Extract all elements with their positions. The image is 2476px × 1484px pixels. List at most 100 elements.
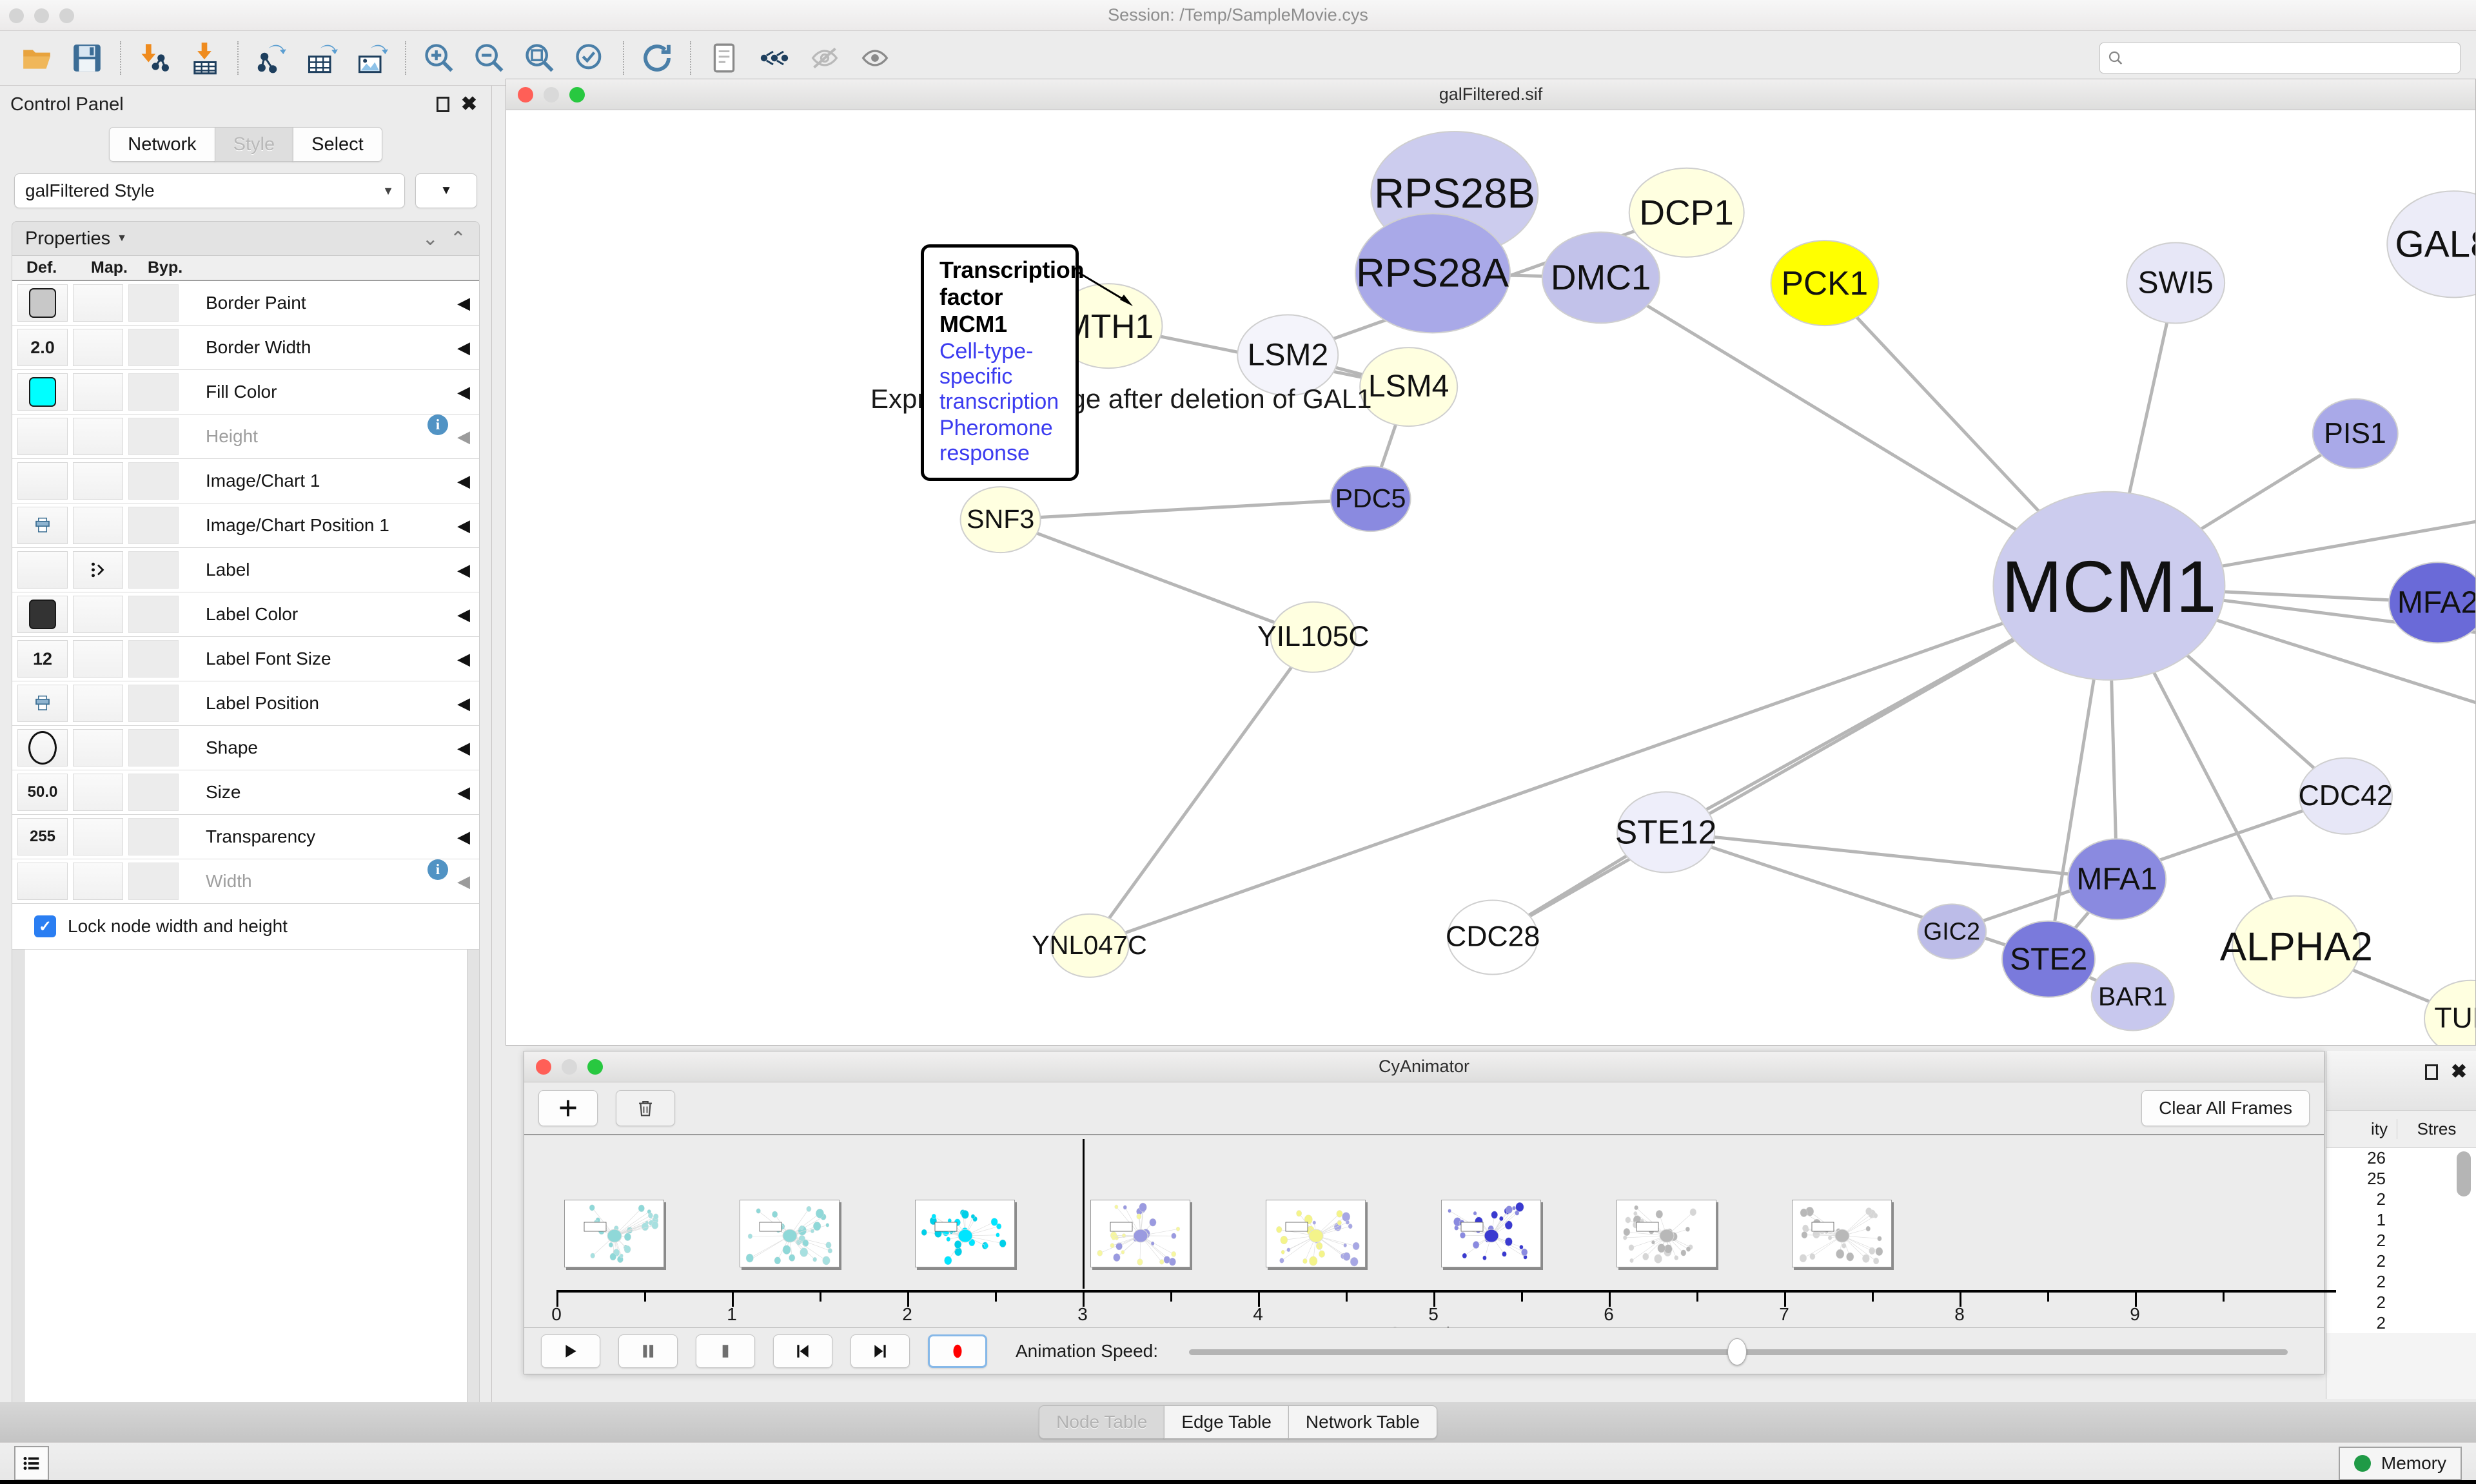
clear-all-frames-button[interactable]: Clear All Frames — [2141, 1090, 2310, 1126]
animation-speed-slider[interactable] — [1189, 1338, 2288, 1365]
export-network-icon[interactable] — [246, 33, 297, 83]
property-mapping-cell[interactable] — [73, 685, 123, 722]
property-bypass-cell[interactable] — [128, 462, 179, 500]
close-icon[interactable]: ✖ — [460, 93, 477, 115]
property-default-cell[interactable] — [17, 729, 68, 766]
float-panel-icon[interactable] — [2424, 1064, 2438, 1080]
timeline-frame[interactable] — [1266, 1200, 1366, 1267]
property-default-cell[interactable] — [17, 373, 68, 411]
expand-arrow-icon[interactable]: ◀ — [457, 426, 470, 446]
expand-arrow-icon[interactable]: ◀ — [457, 693, 470, 713]
property-bypass-cell[interactable] — [128, 284, 179, 322]
tab-edge-table[interactable]: Edge Table — [1164, 1405, 1289, 1439]
network-node[interactable]: STE2 — [2001, 920, 2096, 999]
zoom-out-icon[interactable] — [464, 33, 515, 83]
network-node[interactable]: LSM2 — [1237, 314, 1339, 396]
edge-table-scrollbar[interactable] — [2457, 1151, 2471, 1196]
color-swatch[interactable] — [29, 600, 56, 629]
expand-arrow-icon[interactable]: ◀ — [457, 737, 470, 757]
property-default-cell[interactable] — [17, 863, 68, 900]
network-node[interactable]: MCM1 — [1992, 491, 2226, 681]
property-default-cell[interactable]: 12 — [17, 640, 68, 678]
record-button[interactable] — [928, 1334, 987, 1368]
color-swatch[interactable] — [29, 377, 56, 407]
property-bypass-cell[interactable] — [128, 729, 179, 766]
close-icon[interactable] — [536, 1059, 551, 1075]
network-node[interactable]: MFA2 — [2388, 561, 2475, 644]
column-header-ity[interactable]: ity — [2326, 1118, 2397, 1139]
property-bypass-cell[interactable] — [128, 329, 179, 366]
table-row[interactable]: 1 — [2326, 1209, 2476, 1230]
property-row[interactable]: Height i ◀ — [12, 415, 479, 459]
mapping-icon[interactable] — [88, 560, 108, 580]
property-mapping-cell[interactable] — [73, 373, 123, 411]
property-mapping-cell[interactable] — [73, 507, 123, 544]
property-mapping-cell[interactable] — [73, 596, 123, 633]
property-default-cell[interactable] — [17, 418, 68, 455]
play-button[interactable] — [541, 1334, 600, 1368]
export-image-icon[interactable] — [347, 33, 397, 83]
table-row[interactable]: 26 — [2326, 1147, 2476, 1168]
network-node[interactable]: PDC5 — [1330, 465, 1411, 532]
memory-status-button[interactable]: Memory — [2338, 1447, 2462, 1480]
zoom-fit-icon[interactable] — [515, 33, 565, 83]
network-node[interactable]: STE12 — [1615, 791, 1716, 874]
table-row[interactable]: 2 — [2326, 1313, 2476, 1333]
network-node[interactable]: DCP1 — [1628, 167, 1745, 258]
network-canvas[interactable]: RPS28BDCP1RPS28ADMC1PCK1SWI5GAL80GAL11ST… — [506, 110, 2475, 1045]
timeline-frame[interactable] — [740, 1200, 840, 1267]
refresh-icon[interactable] — [632, 33, 682, 83]
network-node[interactable]: BAR1 — [2090, 962, 2175, 1031]
timeline-frame[interactable] — [1792, 1200, 1892, 1267]
network-node[interactable]: CDC42 — [2299, 757, 2393, 835]
property-bypass-cell[interactable] — [128, 640, 179, 678]
property-mapping-cell[interactable] — [73, 863, 123, 900]
import-network-icon[interactable] — [129, 33, 179, 83]
new-network-icon[interactable] — [699, 33, 749, 83]
tab-select[interactable]: Select — [293, 127, 382, 162]
add-frame-button[interactable] — [538, 1090, 598, 1126]
style-select[interactable]: galFiltered Style ▼ — [14, 173, 405, 208]
chevron-down-icon[interactable]: ▼ — [117, 233, 128, 244]
timeline-playhead[interactable] — [1083, 1139, 1085, 1289]
property-bypass-cell[interactable] — [128, 507, 179, 544]
property-default-cell[interactable]: 2.0 — [17, 329, 68, 366]
column-header-stress[interactable]: Stres — [2417, 1118, 2457, 1138]
property-mapping-cell[interactable] — [73, 418, 123, 455]
table-row[interactable]: 2 — [2326, 1292, 2476, 1313]
property-default-cell[interactable] — [17, 551, 68, 589]
info-icon[interactable]: i — [427, 859, 448, 880]
pause-button[interactable] — [618, 1334, 678, 1368]
property-row[interactable]: Image/Chart Position 1 ◀ — [12, 503, 479, 548]
table-row[interactable]: 2 — [2326, 1271, 2476, 1292]
ellipse-shape-icon[interactable] — [28, 731, 57, 765]
property-bypass-cell[interactable] — [128, 863, 179, 900]
slider-knob[interactable] — [1727, 1338, 1747, 1365]
tab-network-table[interactable]: Network Table — [1288, 1405, 1437, 1439]
close-icon[interactable] — [518, 87, 533, 103]
property-row[interactable]: Border Paint ◀ — [12, 281, 479, 326]
network-node[interactable]: PCK1 — [1770, 240, 1880, 327]
timeline-frame[interactable] — [1616, 1200, 1716, 1267]
cyanimator-window-controls[interactable] — [536, 1059, 603, 1075]
table-row[interactable]: 2 — [2326, 1189, 2476, 1209]
minimize-icon[interactable] — [544, 87, 559, 103]
network-node[interactable]: SWI5 — [2126, 242, 2226, 324]
window-controls[interactable] — [9, 8, 74, 23]
property-row[interactable]: 2.0 Border Width ◀ — [12, 326, 479, 370]
property-mapping-cell[interactable] — [73, 284, 123, 322]
network-node[interactable]: GIC2 — [1917, 903, 1987, 960]
table-row[interactable]: 2 — [2326, 1251, 2476, 1271]
position-icon[interactable] — [33, 694, 52, 713]
property-mapping-cell[interactable] — [73, 462, 123, 500]
network-node[interactable]: DMC1 — [1541, 231, 1660, 324]
timeline-frame[interactable] — [1441, 1200, 1541, 1267]
property-row[interactable]: Image/Chart 1 ◀ — [12, 459, 479, 503]
expand-arrow-icon[interactable]: ◀ — [457, 560, 470, 580]
show-all-icon[interactable] — [850, 33, 900, 83]
property-bypass-cell[interactable] — [128, 596, 179, 633]
minimize-icon[interactable] — [562, 1059, 577, 1075]
next-frame-button[interactable] — [850, 1334, 910, 1368]
property-default-cell[interactable] — [17, 685, 68, 722]
property-default-cell[interactable]: 50.0 — [17, 774, 68, 811]
